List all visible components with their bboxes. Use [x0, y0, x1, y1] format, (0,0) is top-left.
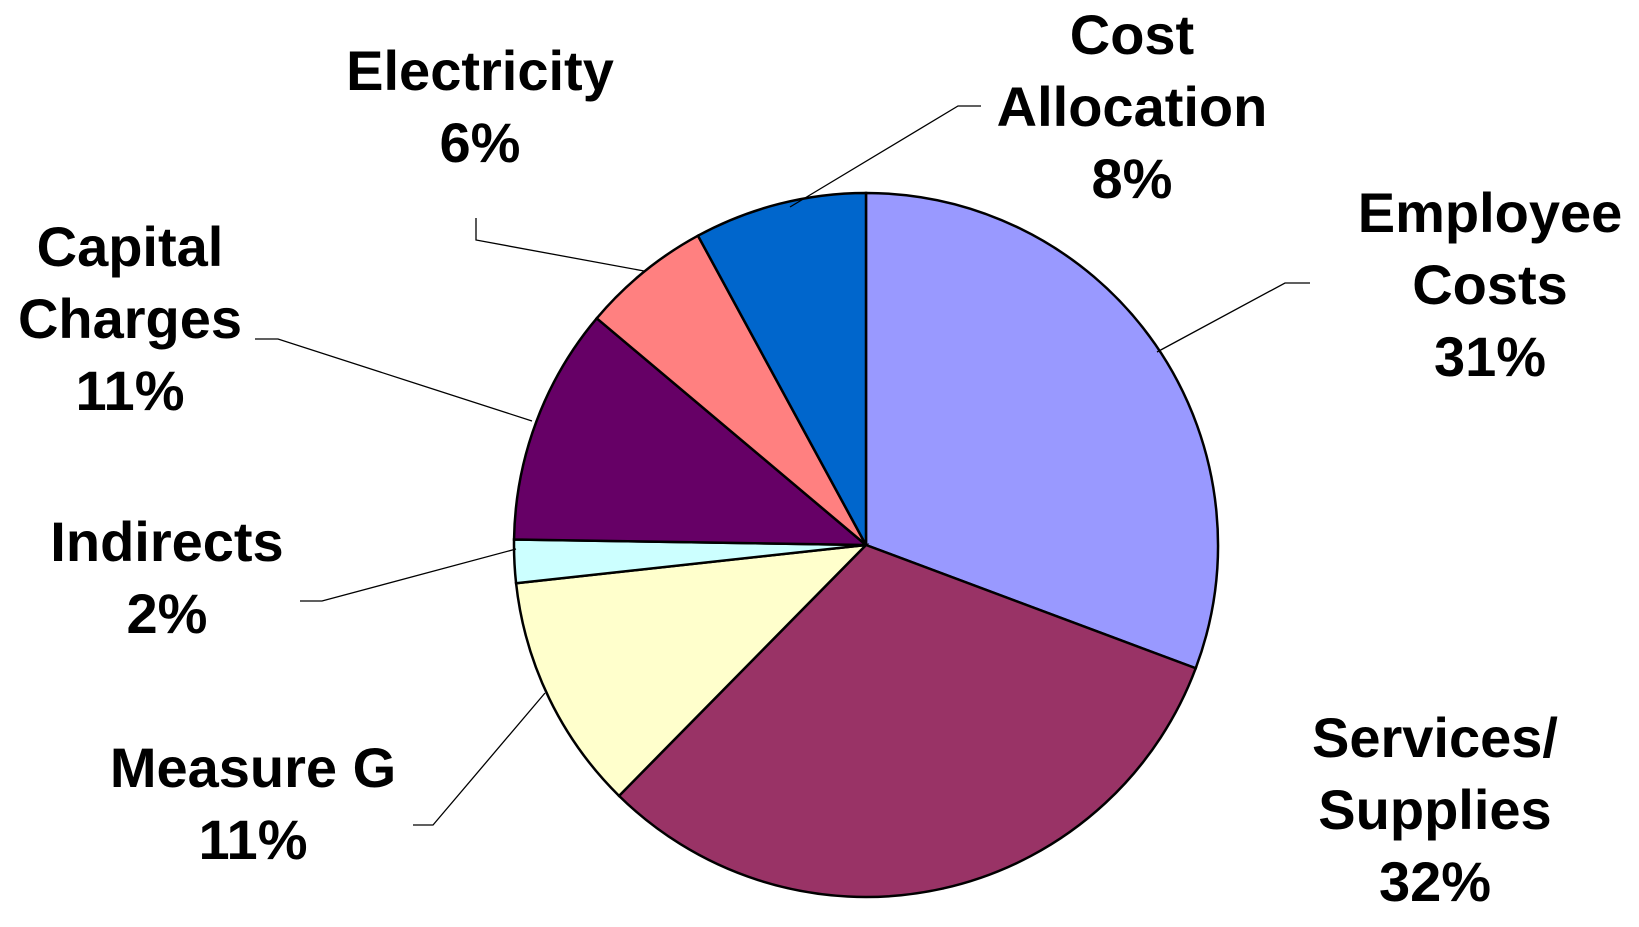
slice-label-line: Cost	[1070, 3, 1194, 66]
slice-label-line: Charges	[18, 287, 242, 350]
slice-percent: 11%	[199, 808, 308, 871]
pie-slice-services-supplies	[617, 543, 1198, 899]
leader-line-measure-g	[413, 692, 546, 826]
leader-line-cost-allocation	[789, 105, 981, 208]
pie-slices	[512, 191, 1220, 899]
slice-percent: 2%	[127, 582, 208, 645]
slice-label-line: Services/	[1312, 706, 1558, 769]
pie-slice-measure-g	[514, 543, 870, 798]
leader-lines	[255, 105, 1310, 826]
slice-percent: 31%	[1434, 325, 1546, 388]
slice-label-employee-costs: Employee Costs 31%	[1358, 181, 1623, 388]
slice-label-indirects: Indirects 2%	[50, 510, 283, 645]
leader-line-employee-costs	[1156, 282, 1310, 353]
slice-label-electricity: Electricity 6%	[346, 39, 614, 174]
slice-label-line: Measure G	[110, 736, 396, 799]
slice-label-line: Allocation	[997, 75, 1268, 138]
leader-line-indirects	[300, 548, 517, 602]
slice-percent: 8%	[1092, 147, 1173, 210]
pie-slice-cost-allocation	[696, 191, 868, 546]
slice-label-services-supplies: Services/Supplies 32%	[1312, 706, 1558, 913]
slice-label-line: Capital	[37, 215, 224, 278]
leader-line-capital-charges	[255, 338, 533, 422]
pie-slice-electricity	[594, 234, 868, 546]
pie-slice-employee-costs	[864, 191, 1220, 670]
slice-label-line: Electricity	[346, 39, 614, 102]
slice-label-line: Employee	[1358, 181, 1623, 244]
slice-label-line: Supplies	[1318, 778, 1551, 841]
slice-label-line: Indirects	[50, 510, 283, 573]
slice-percent: 6%	[440, 111, 521, 174]
slice-label-capital-charges: Capital Charges 11%	[18, 215, 242, 422]
slice-percent: 32%	[1379, 850, 1491, 913]
slice-labels: Employee Costs 31% Services/Supplies 32% Meas…	[18, 3, 1622, 913]
pie-slice-capital-charges	[512, 316, 870, 547]
slice-label-line: Costs	[1412, 253, 1568, 316]
slice-label-measure-g: Measure G 11%	[110, 736, 396, 871]
leader-line-electricity	[475, 218, 645, 272]
slice-label-cost-allocation: Cost Allocation 8%	[997, 3, 1268, 210]
slice-percent: 11%	[76, 359, 185, 422]
